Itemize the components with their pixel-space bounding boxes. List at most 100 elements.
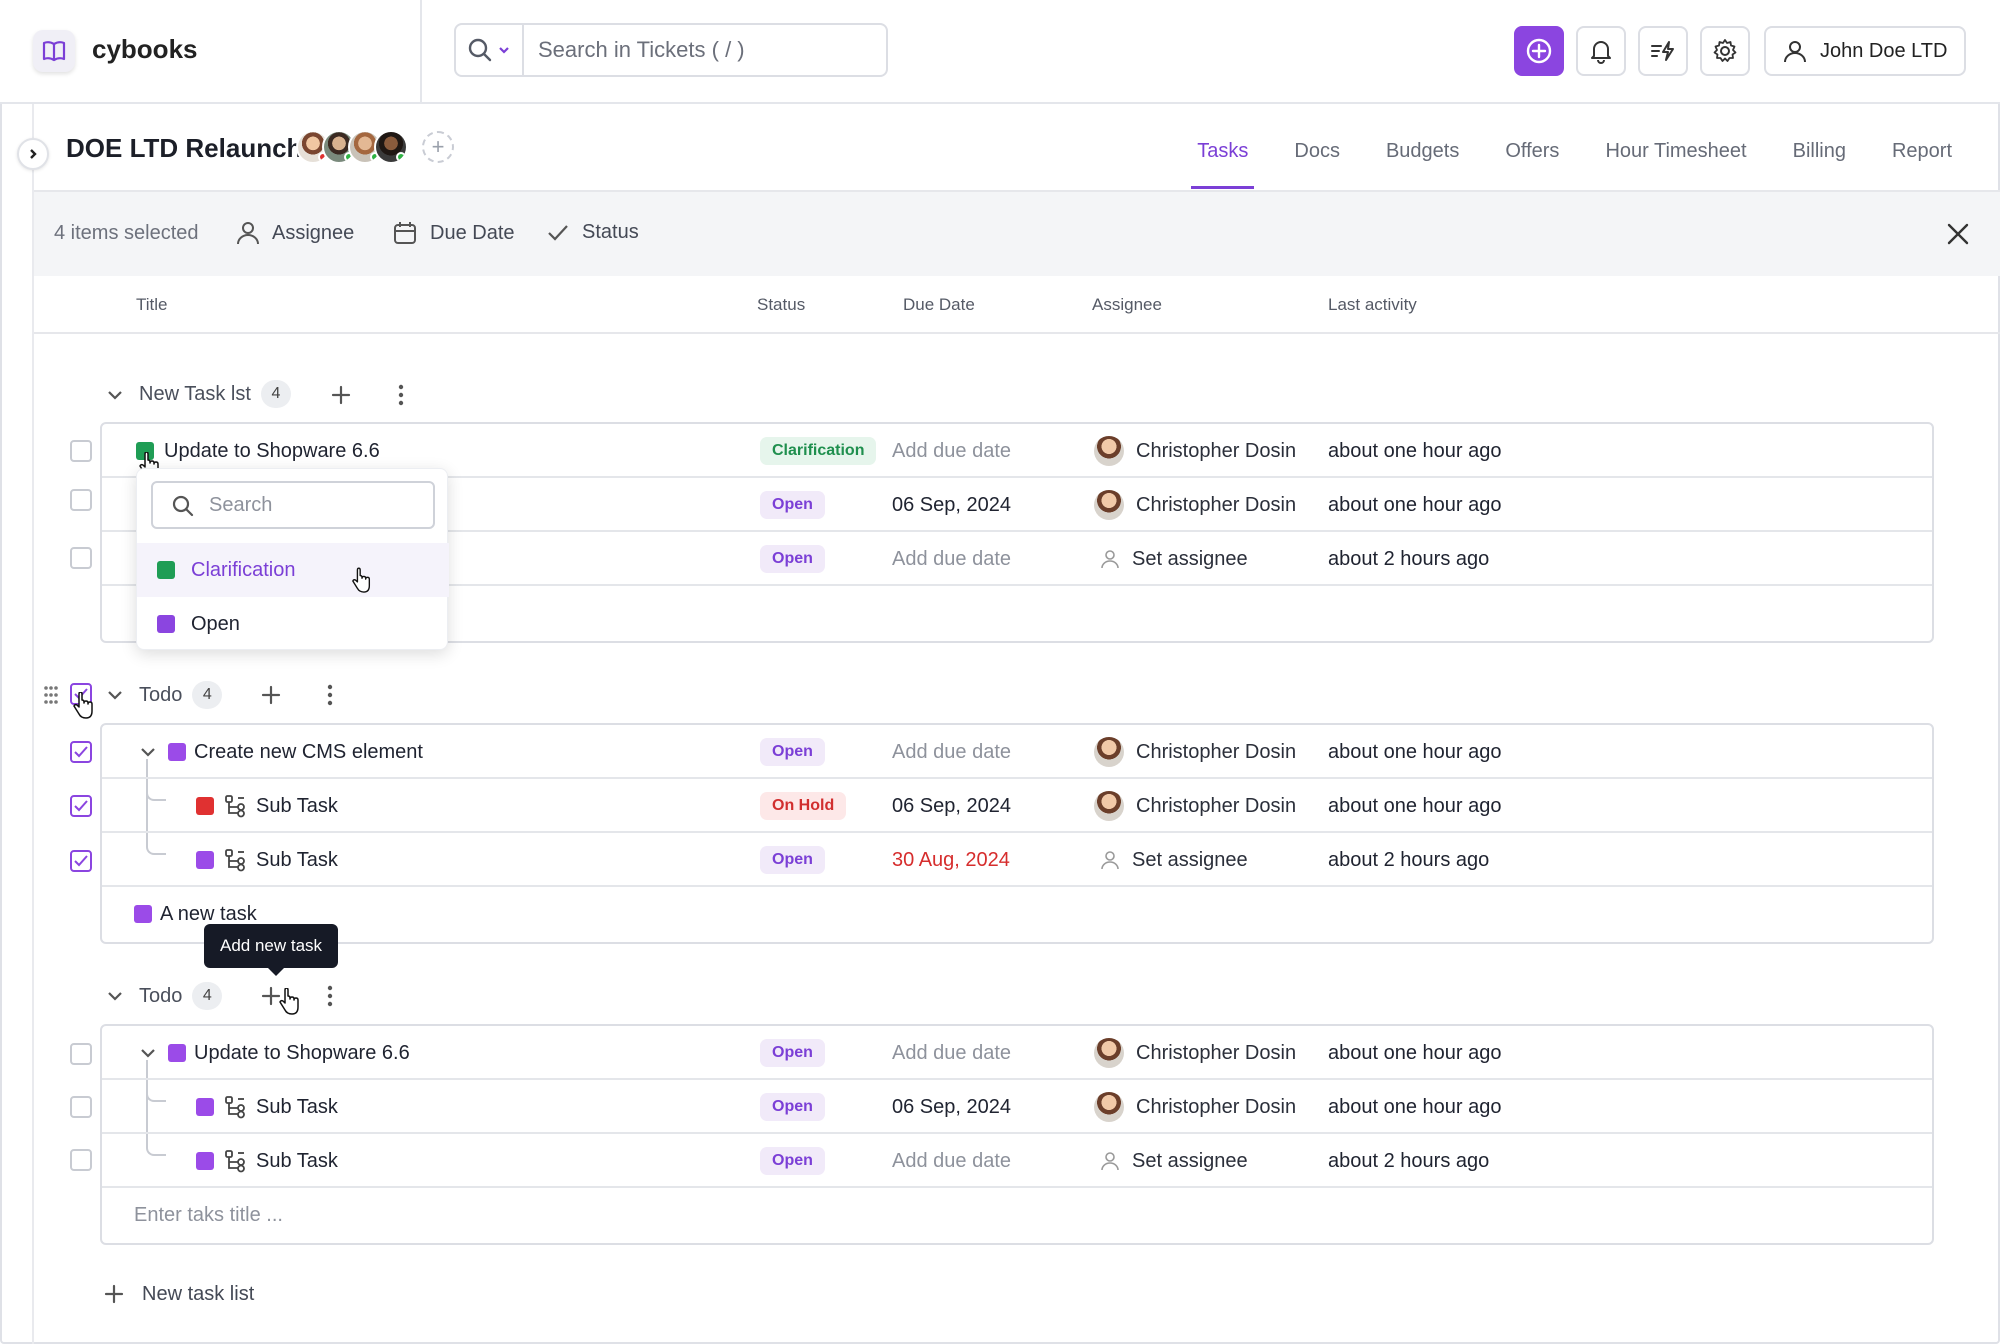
chevron-down-icon[interactable] bbox=[104, 684, 126, 706]
due-date-overdue[interactable]: 30 Aug, 2024 bbox=[892, 848, 1010, 871]
task-title[interactable]: Sub Task bbox=[256, 794, 338, 817]
task-title[interactable]: Sub Task bbox=[256, 1095, 338, 1118]
group-title[interactable]: Todo bbox=[139, 984, 183, 1007]
new-task-input[interactable]: Enter taks title ... bbox=[134, 1203, 283, 1226]
status-badge[interactable]: Open bbox=[760, 491, 825, 519]
status-badge[interactable]: Open bbox=[760, 1039, 825, 1067]
table-row[interactable]: Sub Task Open Add due date Set assignee … bbox=[102, 1134, 1932, 1188]
assignee[interactable]: Set assignee bbox=[1100, 1150, 1248, 1173]
assignee[interactable]: Christopher Dosin bbox=[1094, 436, 1296, 466]
row-checkbox[interactable] bbox=[70, 1149, 92, 1171]
due-date[interactable]: Add due date bbox=[892, 740, 1011, 763]
task-title[interactable]: Create new CMS element bbox=[194, 740, 423, 763]
kebab-menu-icon[interactable] bbox=[391, 383, 411, 407]
bulk-due-date-button[interactable]: Due Date bbox=[392, 220, 515, 246]
tab-tasks[interactable]: Tasks bbox=[1191, 140, 1255, 189]
user-menu-button[interactable]: John Doe LTD bbox=[1764, 26, 1966, 76]
status-badge[interactable]: Open bbox=[760, 738, 825, 766]
due-date[interactable]: Add due date bbox=[892, 1149, 1011, 1172]
table-row[interactable]: Update to Shopware 6.6 Open Add due date… bbox=[102, 1026, 1932, 1080]
group-title[interactable]: Todo bbox=[139, 683, 183, 706]
status-badge[interactable]: Clarification bbox=[760, 437, 877, 465]
settings-button[interactable] bbox=[1700, 26, 1750, 76]
row-checkbox[interactable] bbox=[70, 741, 92, 763]
assignee[interactable]: Christopher Dosin bbox=[1094, 490, 1296, 520]
assignee[interactable]: Christopher Dosin bbox=[1094, 1092, 1296, 1122]
assignee[interactable]: Set assignee bbox=[1100, 548, 1248, 571]
create-button[interactable] bbox=[1514, 26, 1564, 76]
column-title[interactable]: Title bbox=[136, 295, 168, 314]
add-task-icon[interactable] bbox=[259, 683, 283, 707]
member-avatar[interactable] bbox=[348, 130, 382, 164]
status-color-square[interactable] bbox=[134, 905, 152, 923]
kebab-menu-icon[interactable] bbox=[320, 683, 340, 707]
assignee[interactable]: Christopher Dosin bbox=[1094, 791, 1296, 821]
chevron-down-icon[interactable] bbox=[138, 742, 158, 762]
bulk-assignee-button[interactable]: Assignee bbox=[236, 220, 354, 246]
due-date[interactable]: Add due date bbox=[892, 547, 1011, 570]
status-badge[interactable]: Open bbox=[760, 545, 825, 573]
tab-hour-timesheet[interactable]: Hour Timesheet bbox=[1605, 140, 1747, 162]
search-input[interactable] bbox=[538, 25, 878, 75]
status-badge[interactable]: On Hold bbox=[760, 792, 847, 820]
kebab-menu-icon[interactable] bbox=[320, 984, 340, 1008]
status-color-square[interactable] bbox=[196, 851, 214, 869]
quick-actions-button[interactable] bbox=[1638, 26, 1688, 76]
due-date[interactable]: 06 Sep, 2024 bbox=[892, 493, 1011, 516]
table-row[interactable]: Sub Task Open 06 Sep, 2024 Christopher D… bbox=[102, 1080, 1932, 1134]
row-checkbox[interactable] bbox=[70, 1043, 92, 1065]
task-title[interactable]: Sub Task bbox=[256, 1149, 338, 1172]
tab-docs[interactable]: Docs bbox=[1294, 140, 1340, 162]
tab-budgets[interactable]: Budgets bbox=[1385, 140, 1460, 162]
add-task-icon[interactable] bbox=[329, 383, 353, 407]
status-option-clarification[interactable]: Clarification bbox=[137, 543, 449, 597]
tab-offers[interactable]: Offers bbox=[1505, 140, 1560, 162]
new-task-list-button[interactable]: New task list bbox=[102, 1282, 254, 1306]
chevron-down-icon[interactable] bbox=[104, 985, 126, 1007]
table-row[interactable]: Sub Task Open 30 Aug, 2024 Set assignee … bbox=[102, 833, 1932, 887]
dropdown-search[interactable]: Search bbox=[151, 481, 435, 529]
due-date[interactable]: Add due date bbox=[892, 1041, 1011, 1064]
column-status[interactable]: Status bbox=[757, 295, 806, 314]
task-title[interactable]: Sub Task bbox=[256, 848, 338, 871]
drag-handle-icon[interactable] bbox=[42, 684, 60, 706]
chevron-down-icon[interactable] bbox=[104, 384, 126, 406]
column-assignee[interactable]: Assignee bbox=[1092, 295, 1162, 314]
sidebar-toggle[interactable] bbox=[17, 138, 49, 170]
column-due-date[interactable]: Due Date bbox=[903, 295, 975, 314]
group-title[interactable]: New Task lst bbox=[139, 382, 251, 405]
row-checkbox[interactable] bbox=[70, 547, 92, 569]
task-title[interactable]: A new task bbox=[160, 902, 257, 925]
due-date[interactable]: 06 Sep, 2024 bbox=[892, 1095, 1011, 1118]
due-date[interactable]: 06 Sep, 2024 bbox=[892, 794, 1011, 817]
task-title[interactable]: Update to Shopware 6.6 bbox=[194, 1041, 410, 1064]
status-color-square[interactable] bbox=[196, 797, 214, 815]
close-icon[interactable] bbox=[1944, 220, 1972, 248]
table-row[interactable]: Open Add due date Set assignee about 2 h… bbox=[102, 532, 1932, 586]
status-badge[interactable]: Open bbox=[760, 1093, 825, 1121]
table-row[interactable]: Create new CMS element Open Add due date… bbox=[102, 725, 1932, 779]
row-checkbox[interactable] bbox=[70, 440, 92, 462]
task-title[interactable]: Update to Shopware 6.6 bbox=[164, 439, 380, 462]
tab-billing[interactable]: Billing bbox=[1792, 140, 1846, 162]
new-task-input-row[interactable]: Enter taks title ... bbox=[102, 1188, 1932, 1242]
assignee[interactable]: Christopher Dosin bbox=[1094, 1038, 1296, 1068]
status-color-square[interactable] bbox=[196, 1152, 214, 1170]
member-avatar[interactable] bbox=[374, 130, 408, 164]
status-color-square[interactable] bbox=[196, 1098, 214, 1116]
assignee[interactable]: Set assignee bbox=[1100, 849, 1248, 872]
row-checkbox[interactable] bbox=[70, 850, 92, 872]
status-badge[interactable]: Open bbox=[760, 846, 825, 874]
chevron-down-icon[interactable] bbox=[138, 1043, 158, 1063]
status-option-open[interactable]: Open bbox=[137, 597, 449, 651]
row-checkbox[interactable] bbox=[70, 795, 92, 817]
add-task-icon[interactable] bbox=[259, 984, 283, 1008]
assignee[interactable]: Christopher Dosin bbox=[1094, 737, 1296, 767]
row-checkbox[interactable] bbox=[70, 489, 92, 511]
status-color-square[interactable] bbox=[136, 442, 154, 460]
status-color-square[interactable] bbox=[168, 743, 186, 761]
notifications-button[interactable] bbox=[1576, 26, 1626, 76]
book-logo-icon[interactable] bbox=[33, 30, 75, 72]
table-row[interactable]: Open 06 Sep, 2024 Christopher Dosin abou… bbox=[102, 478, 1932, 532]
row-checkbox[interactable] bbox=[70, 1096, 92, 1118]
